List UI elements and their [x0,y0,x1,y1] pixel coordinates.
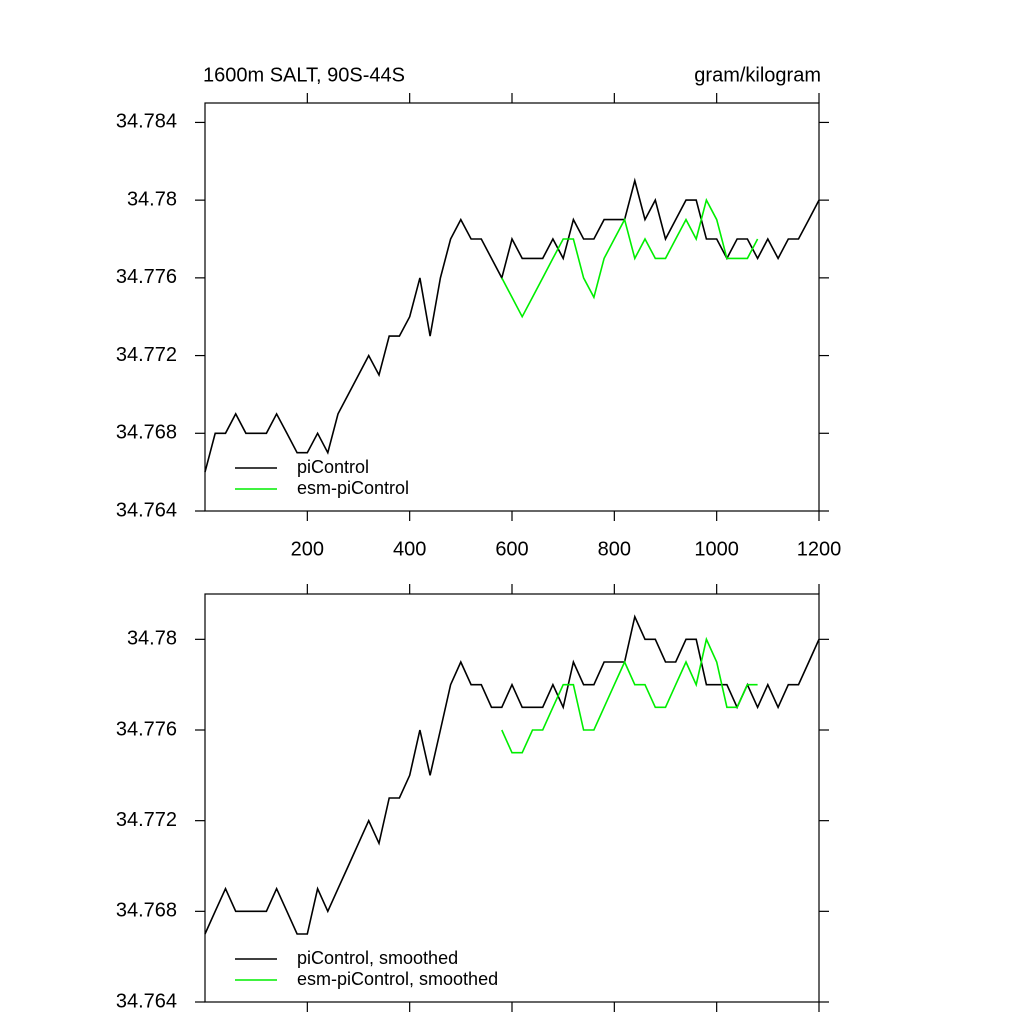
x-tick-label: 200 [291,538,324,560]
legend-label: piControl, smoothed [297,948,458,968]
y-tick-label: 34.784 [116,111,177,133]
y-tick-label: 34.776 [116,266,177,288]
plot-frame [204,102,820,512]
y-tick-label: 34.768 [116,900,177,922]
series-line [501,197,759,319]
y-tick-label: 34.764 [116,990,177,1012]
plot-frame [204,593,820,1003]
legend-label: esm-piControl [297,478,409,498]
x-tick-label: 800 [598,538,631,560]
y-tick-label: 34.764 [116,499,177,521]
y-tick-label: 34.78 [127,188,177,210]
series-line [204,614,820,935]
y-tick-label: 34.772 [116,809,177,831]
series-line [501,636,758,754]
legend-label: piControl [297,457,369,477]
x-tick-label: 1200 [797,538,842,560]
x-tick-label: 1000 [694,538,739,560]
legend-label: esm-piControl, smoothed [297,969,498,989]
chart-title: 1600m SALT, 90S-44S [203,64,405,86]
y-tick-label: 34.78 [127,628,177,650]
y-tick-label: 34.772 [116,344,177,366]
y-tick-label: 34.768 [116,422,177,444]
units-label: gram/kilogram [694,64,821,86]
x-tick-label: 600 [495,538,528,560]
series-line [204,177,820,473]
y-tick-label: 34.776 [116,718,177,740]
x-tick-label: 400 [393,538,426,560]
